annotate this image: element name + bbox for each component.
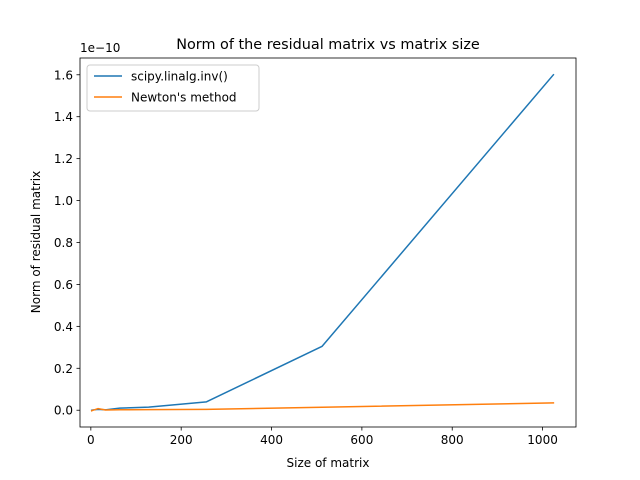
- y-tick-label: 0.0: [54, 404, 73, 418]
- y-tick-label: 1.2: [54, 152, 73, 166]
- y-axis-label: Norm of residual matrix: [29, 171, 43, 313]
- y-tick-label: 0.8: [54, 236, 73, 250]
- y-tick-label: 1.4: [54, 110, 73, 124]
- legend-label-2: Newton's method: [131, 91, 237, 105]
- y-tick-label: 0.2: [54, 362, 73, 376]
- plot-area: 0 200 400 600 800 1000 0.0 0.2 0.4 0.6 0.8 1.0 1.2 1.…: [54, 57, 577, 447]
- x-tick-label: 600: [350, 433, 373, 447]
- y-offset-label: 1e−10: [80, 41, 120, 55]
- x-tick-label: 0: [87, 433, 95, 447]
- legend-box: [86, 64, 260, 112]
- y-tick-label: 1.0: [54, 194, 73, 208]
- x-axis-label: Size of matrix: [287, 456, 370, 470]
- x-tick-label: 200: [170, 433, 193, 447]
- chart-title: Norm of the residual matrix vs matrix si…: [176, 37, 480, 53]
- y-tick-label: 1.6: [54, 68, 73, 82]
- y-tick-label: 0.4: [54, 320, 73, 334]
- x-tick-label: 800: [441, 433, 464, 447]
- x-tick-label: 400: [260, 433, 283, 447]
- x-tick-label: 1000: [527, 433, 558, 447]
- series-line-2: [90, 402, 555, 412]
- y-tick-label: 0.6: [54, 278, 73, 292]
- legend-label-1: scipy.linalg.inv(): [131, 70, 228, 84]
